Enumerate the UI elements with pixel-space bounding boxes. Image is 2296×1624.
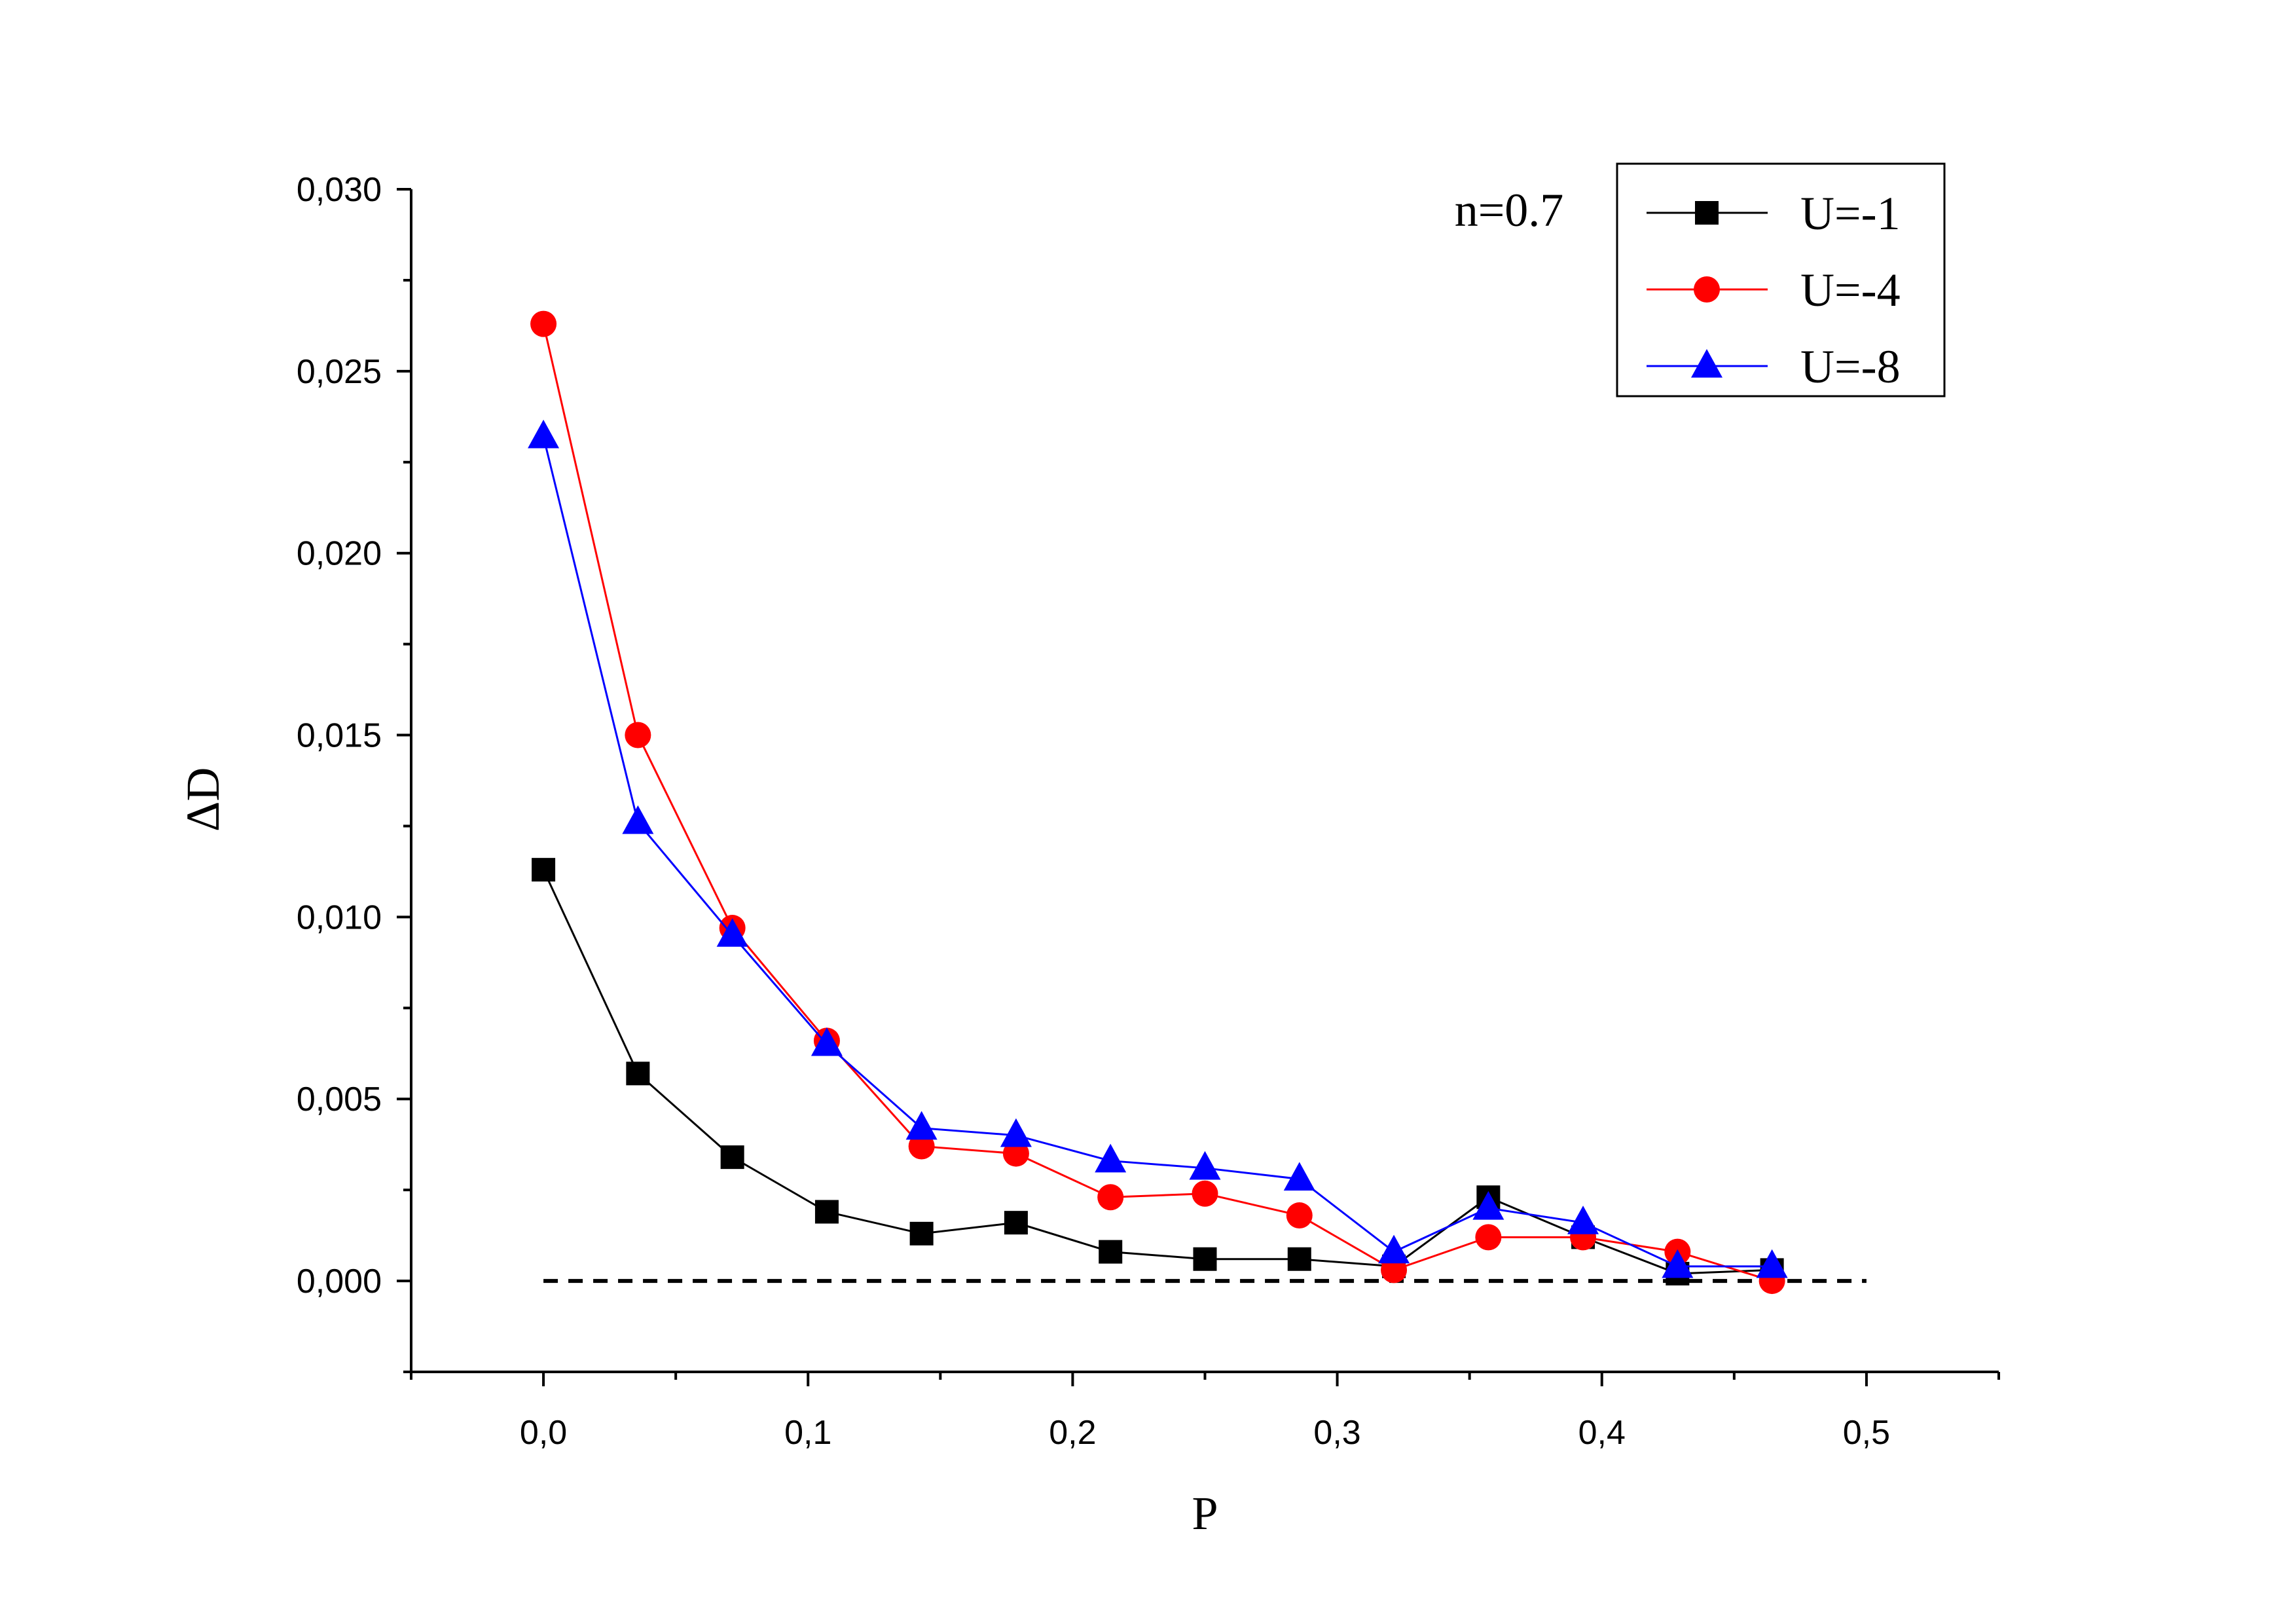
data-point <box>1099 1240 1123 1264</box>
legend-label: U=-8 <box>1800 341 1901 393</box>
data-point <box>720 1145 744 1170</box>
data-point <box>716 918 748 947</box>
x-tick-label: 0,5 <box>1843 1414 1890 1452</box>
data-point <box>1475 1224 1502 1251</box>
data-point <box>1002 1140 1029 1167</box>
data-point <box>625 722 651 748</box>
x-tick-label: 0,3 <box>1313 1414 1360 1452</box>
legend-marker <box>1691 348 1722 378</box>
data-point <box>1567 1206 1599 1234</box>
x-tick-label: 0,4 <box>1578 1414 1626 1452</box>
data-point <box>1000 1118 1032 1147</box>
data-point <box>1381 1257 1408 1283</box>
data-point <box>905 1111 938 1140</box>
legend-entry-U=-1: U=-1 <box>1647 187 1901 240</box>
data-point <box>1097 1184 1124 1211</box>
annotation-n: n=0.7 <box>1455 184 1564 236</box>
data-point <box>1662 1249 1694 1278</box>
data-point <box>530 310 557 337</box>
legend-entry-U=-8: U=-8 <box>1647 341 1901 393</box>
data-point <box>1283 1162 1315 1191</box>
series-U=-8 <box>528 419 1788 1278</box>
data-point <box>1192 1180 1218 1207</box>
data-point <box>528 419 560 449</box>
data-point <box>814 1200 839 1224</box>
data-point <box>811 1027 843 1056</box>
data-point <box>1095 1143 1127 1173</box>
data-point <box>532 858 556 882</box>
series-layer <box>528 310 1788 1295</box>
series-line <box>542 869 1772 1275</box>
data-point <box>1472 1190 1504 1220</box>
data-point <box>1378 1234 1410 1264</box>
axes: 0,0 0,1 0,2 0,3 0,4 0,5 0,000 0,005 0,010 0,015 0,… <box>297 171 2000 1452</box>
series-line <box>542 436 1772 1268</box>
y-tick-label: 0,010 <box>297 898 382 936</box>
data-point <box>909 1221 934 1246</box>
data-point <box>1189 1151 1221 1180</box>
legend-label: U=-4 <box>1800 264 1901 316</box>
data-point <box>626 1061 650 1086</box>
y-tick-label: 0,000 <box>297 1263 382 1301</box>
legend-label: U=-1 <box>1800 187 1901 240</box>
x-axis-title: P <box>1192 1487 1218 1540</box>
legend-marker <box>1695 201 1719 225</box>
y-tick-label: 0,030 <box>297 171 382 209</box>
y-axis-title: ΔD <box>177 767 229 832</box>
legend: U=-1 U=-4 U=-8 <box>1616 162 1946 397</box>
y-tick-label: 0,025 <box>297 353 382 391</box>
data-point <box>1004 1211 1028 1235</box>
legend-entry-U=-4: U=-4 <box>1647 264 1901 316</box>
legend-entries: U=-1 U=-4 U=-8 <box>1647 187 1901 393</box>
y-tick-label: 0,005 <box>297 1080 382 1118</box>
legend-marker <box>1694 276 1720 303</box>
data-point <box>1756 1249 1788 1278</box>
legend-box <box>1616 162 1946 397</box>
data-point <box>622 805 654 834</box>
x-tick-label: 0,2 <box>1049 1414 1096 1452</box>
data-point <box>1287 1247 1311 1271</box>
x-tick-label: 0,1 <box>784 1414 831 1452</box>
series-line <box>542 323 1773 1282</box>
data-point <box>1193 1247 1217 1271</box>
y-tick-label: 0,015 <box>297 717 382 755</box>
x-tick-label: 0,0 <box>520 1414 567 1452</box>
data-point <box>908 1133 935 1160</box>
y-tick-label: 0,020 <box>297 535 382 573</box>
data-point <box>1286 1202 1313 1229</box>
